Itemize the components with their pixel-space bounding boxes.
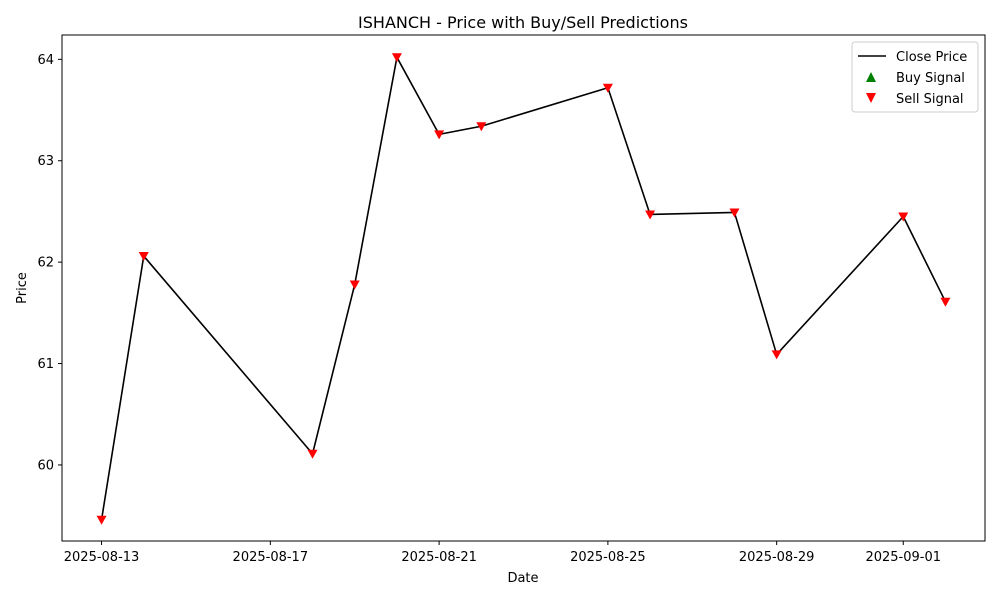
- legend-label-sell-signal: Sell Signal: [896, 92, 964, 107]
- x-tick-label-2: 2025-08-21: [401, 550, 477, 565]
- sell-signal-marker-0: [96, 515, 107, 525]
- y-tick-label-4: 64: [37, 53, 54, 68]
- sell-signal-marker-11: [898, 212, 909, 222]
- x-tick-label-4: 2025-08-29: [739, 550, 815, 565]
- legend: Close Price Buy Signal Sell Signal: [851, 41, 979, 113]
- sell-signal-marker-3: [349, 280, 360, 290]
- x-tick-label-3: 2025-08-25: [570, 550, 646, 565]
- legend-label-close-price: Close Price: [896, 50, 967, 65]
- close-price-line: [100, 56, 947, 520]
- sell-signal-marker-7: [602, 83, 613, 93]
- legend-sell-marker: [866, 93, 876, 103]
- plot-area: [96, 53, 951, 525]
- x-tick-label-0: 2025-08-13: [64, 550, 140, 565]
- sell-signal-marker-1: [138, 252, 149, 262]
- sell-signal-marker-5: [434, 130, 445, 140]
- y-tick-label-2: 62: [37, 256, 54, 271]
- y-axis: 60 61 62 63 64: [37, 53, 62, 473]
- chart-title: ISHANCH - Price with Buy/Sell Prediction…: [358, 13, 688, 32]
- sell-signal-marker-9: [729, 208, 740, 218]
- legend-buy-marker: [866, 72, 876, 82]
- legend-label-buy-signal: Buy Signal: [896, 71, 965, 86]
- y-tick-label-1: 61: [37, 357, 54, 372]
- sell-signal-marker-12: [940, 297, 951, 307]
- y-tick-label-0: 60: [37, 458, 54, 473]
- sell-signal-marker-4: [391, 53, 402, 63]
- sell-signal-marker-10: [771, 350, 782, 360]
- plot-frame: [61, 34, 986, 542]
- y-axis-label: Price: [15, 272, 30, 304]
- x-tick-label-5: 2025-09-01: [865, 550, 941, 565]
- y-tick-label-3: 63: [37, 154, 54, 169]
- sell-signal-marker-2: [307, 449, 318, 459]
- sell-signal-marker-6: [476, 122, 487, 132]
- x-axis: 2025-08-13 2025-08-17 2025-08-21 2025-08-25…: [64, 541, 941, 565]
- legend-box: [851, 41, 979, 113]
- sell-signal-marker-8: [645, 210, 656, 220]
- x-tick-label-1: 2025-08-17: [233, 550, 309, 565]
- x-axis-label: Date: [507, 571, 538, 586]
